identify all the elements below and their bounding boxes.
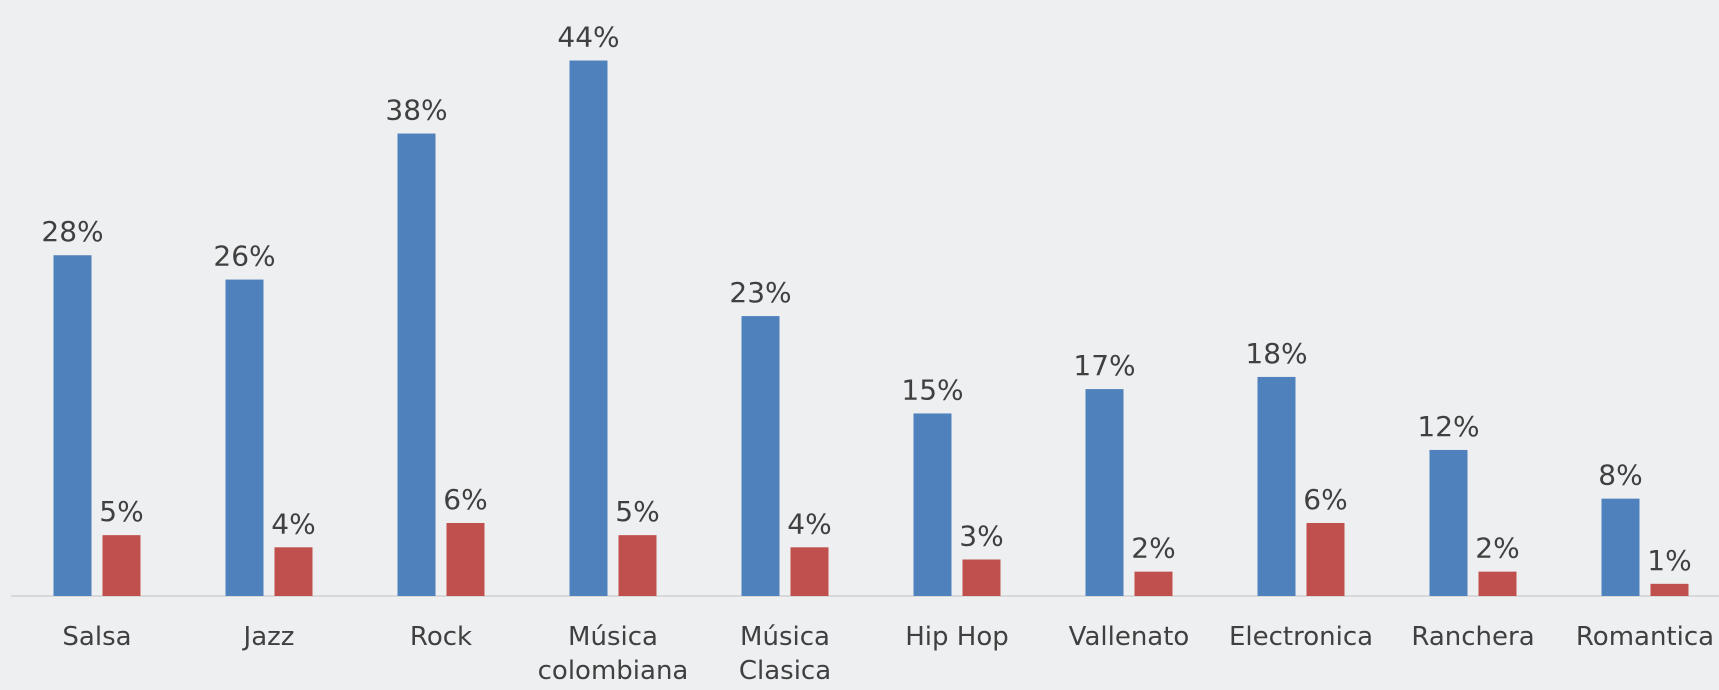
bar [102, 535, 141, 596]
x-tick-label: Vallenato [1068, 622, 1190, 652]
x-tick-label: Música colombiana [537, 622, 689, 686]
bar [790, 547, 829, 596]
bar [1306, 522, 1345, 596]
x-tick-label: Jazz [243, 622, 295, 652]
bar [1478, 571, 1517, 596]
data-label: 2% [1475, 532, 1519, 565]
bar [225, 279, 264, 596]
bar [618, 535, 657, 596]
x-tick-label: Romantica [1575, 622, 1715, 652]
x-tick-label: Rock [409, 622, 473, 652]
bar [1257, 376, 1296, 596]
x-tick-label: Electronica [1228, 622, 1374, 652]
data-label: 38% [385, 94, 447, 127]
bar [446, 522, 485, 596]
data-label: 15% [901, 373, 963, 406]
bar [1601, 498, 1640, 596]
bar [274, 547, 313, 596]
bar [53, 255, 92, 597]
data-label: 5% [99, 495, 143, 528]
x-tick-label: Salsa [62, 622, 132, 652]
data-label: 3% [959, 519, 1003, 552]
bar [569, 60, 608, 596]
data-label: 17% [1073, 349, 1135, 382]
bar [1085, 389, 1124, 596]
data-label: 6% [443, 483, 487, 516]
x-tick-label: Hip Hop [905, 622, 1009, 652]
bar [1429, 449, 1468, 596]
bar [913, 413, 952, 596]
x-tick-label: Música Clasica [738, 622, 832, 686]
bar [1134, 571, 1173, 596]
data-label: 18% [1245, 337, 1307, 370]
data-label: 6% [1303, 483, 1347, 516]
bar [962, 559, 1001, 596]
data-label: 44% [557, 21, 619, 54]
x-tick-label: Ranchera [1411, 622, 1535, 652]
data-label: 8% [1598, 459, 1642, 492]
data-label: 5% [615, 495, 659, 528]
data-label: 1% [1647, 544, 1691, 577]
data-label: 4% [271, 507, 315, 540]
data-label: 4% [787, 507, 831, 540]
data-label: 26% [213, 240, 275, 273]
data-label: 28% [41, 215, 103, 248]
data-label: 2% [1131, 532, 1175, 565]
bar [741, 316, 780, 596]
bar [397, 133, 436, 597]
bar [1650, 583, 1689, 596]
data-label: 23% [729, 276, 791, 309]
data-label: 12% [1417, 410, 1479, 443]
